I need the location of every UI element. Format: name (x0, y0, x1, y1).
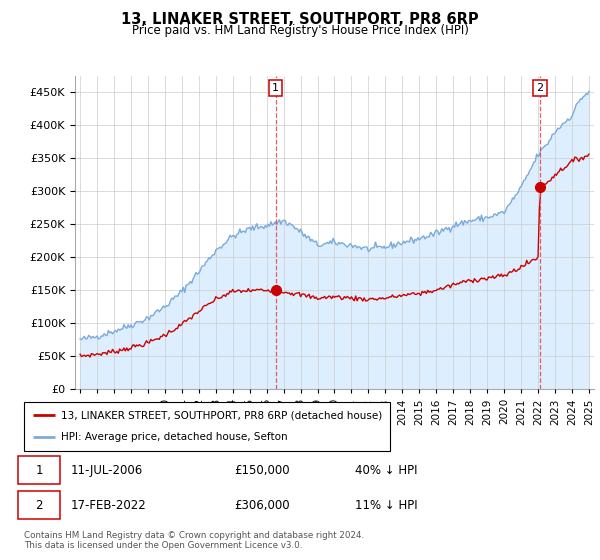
Text: HPI: Average price, detached house, Sefton: HPI: Average price, detached house, Seft… (61, 432, 287, 442)
FancyBboxPatch shape (19, 492, 60, 520)
Text: Contains HM Land Registry data © Crown copyright and database right 2024.
This d: Contains HM Land Registry data © Crown c… (24, 530, 364, 550)
Text: 11% ↓ HPI: 11% ↓ HPI (355, 498, 418, 511)
Text: 1: 1 (35, 464, 43, 477)
FancyBboxPatch shape (24, 402, 390, 451)
Text: 13, LINAKER STREET, SOUTHPORT, PR8 6RP: 13, LINAKER STREET, SOUTHPORT, PR8 6RP (121, 12, 479, 27)
Text: £150,000: £150,000 (234, 464, 289, 477)
Text: 2: 2 (536, 83, 544, 93)
FancyBboxPatch shape (19, 456, 60, 484)
Text: 1: 1 (272, 83, 279, 93)
Text: £306,000: £306,000 (234, 498, 289, 511)
Text: 2: 2 (35, 498, 43, 511)
Text: 11-JUL-2006: 11-JUL-2006 (71, 464, 143, 477)
Text: Price paid vs. HM Land Registry's House Price Index (HPI): Price paid vs. HM Land Registry's House … (131, 24, 469, 36)
Text: 40% ↓ HPI: 40% ↓ HPI (355, 464, 418, 477)
Text: 13, LINAKER STREET, SOUTHPORT, PR8 6RP (detached house): 13, LINAKER STREET, SOUTHPORT, PR8 6RP (… (61, 410, 382, 421)
Text: 17-FEB-2022: 17-FEB-2022 (71, 498, 146, 511)
